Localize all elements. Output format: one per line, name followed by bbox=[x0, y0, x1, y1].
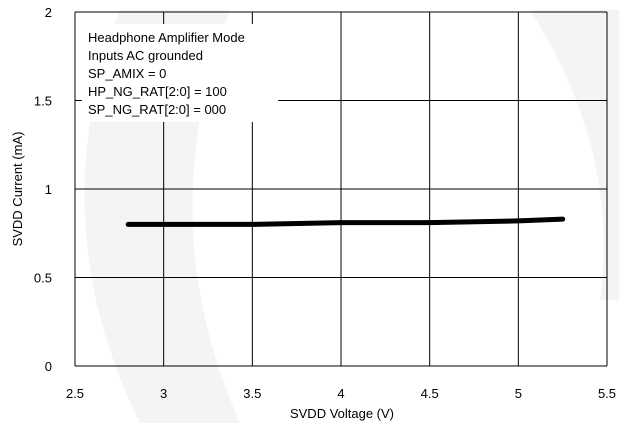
y-tick-label: 1.5 bbox=[34, 94, 52, 109]
x-tick-label: 5 bbox=[515, 386, 522, 401]
grid bbox=[74, 11, 608, 367]
x-tick-label: 3.5 bbox=[243, 386, 261, 401]
x-tick-label: 5.5 bbox=[598, 386, 616, 401]
x-tick-label: 4.5 bbox=[421, 386, 439, 401]
annotation-line: HP_NG_RAT[2:0] = 100 bbox=[88, 84, 227, 99]
x-tick-label: 4 bbox=[337, 386, 344, 401]
y-tick-label: 0 bbox=[45, 359, 52, 374]
series-line bbox=[125, 216, 566, 227]
annotation-line: SP_NG_RAT[2:0] = 000 bbox=[88, 102, 226, 117]
annotation-box: Headphone Amplifier Mode Inputs AC ground… bbox=[82, 24, 278, 122]
annotation-background bbox=[82, 24, 278, 122]
x-axis-title: SVDD Voltage (V) bbox=[290, 406, 394, 421]
annotation-line: SP_AMIX = 0 bbox=[88, 66, 166, 81]
annotation-line: Headphone Amplifier Mode bbox=[88, 30, 245, 45]
series-layer bbox=[125, 216, 566, 227]
annotation-line: Inputs AC grounded bbox=[88, 48, 203, 63]
y-tick-label: 0.5 bbox=[34, 271, 52, 286]
y-tick-label: 1 bbox=[45, 182, 52, 197]
tick-labels: 2.5 3 3.5 4 4.5 5 5.5 0 0.5 1 1.5 2 bbox=[34, 5, 616, 401]
y-axis-title: SVDD Current (mA) bbox=[10, 132, 25, 247]
x-tick-label: 3 bbox=[160, 386, 167, 401]
x-tick-label: 2.5 bbox=[66, 386, 84, 401]
y-tick-label: 2 bbox=[45, 5, 52, 20]
